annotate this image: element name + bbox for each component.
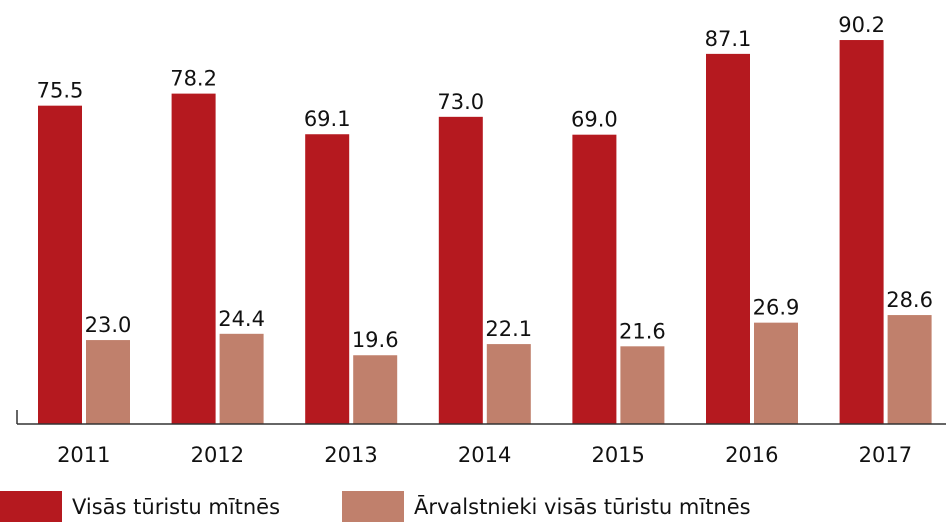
data-label: 28.6 xyxy=(886,288,933,312)
x-tick-label: 2017 xyxy=(859,443,912,467)
data-label: 87.1 xyxy=(705,27,752,51)
data-label: 73.0 xyxy=(437,90,484,114)
x-tick-label: 2013 xyxy=(324,443,377,467)
data-label: 90.2 xyxy=(838,13,885,37)
data-label: 19.6 xyxy=(352,328,399,352)
legend-swatch xyxy=(0,491,62,522)
legend-label: Visās tūristu mītnēs xyxy=(72,495,280,519)
bar xyxy=(839,40,884,425)
data-label: 21.6 xyxy=(619,319,666,343)
bar xyxy=(887,315,932,424)
legend-label: Ārvalstnieki visās tūristu mītnēs xyxy=(414,495,751,519)
bar xyxy=(38,105,82,425)
x-tick-label: 2012 xyxy=(191,443,244,467)
data-label: 69.1 xyxy=(304,107,351,131)
bar xyxy=(620,346,665,424)
data-label: 26.9 xyxy=(753,296,800,320)
x-tick-label: 2014 xyxy=(458,443,511,467)
data-label: 78.2 xyxy=(170,67,217,91)
bar xyxy=(438,116,483,424)
bar xyxy=(219,333,264,424)
data-label: 22.1 xyxy=(485,317,532,341)
bar xyxy=(572,134,617,424)
bar xyxy=(171,93,216,424)
data-label: 75.5 xyxy=(37,79,84,103)
bar xyxy=(305,134,350,424)
x-tick-label: 2011 xyxy=(57,443,110,467)
bar xyxy=(353,355,398,424)
legend-swatch xyxy=(342,491,404,522)
x-tick-label: 2015 xyxy=(591,443,644,467)
bar xyxy=(706,53,750,425)
bar xyxy=(754,322,798,424)
data-label: 23.0 xyxy=(85,313,132,337)
data-label: 24.4 xyxy=(218,307,265,331)
bar xyxy=(86,340,130,424)
data-label: 69.0 xyxy=(571,108,618,132)
x-tick-label: 2016 xyxy=(725,443,778,467)
bar xyxy=(486,344,531,424)
